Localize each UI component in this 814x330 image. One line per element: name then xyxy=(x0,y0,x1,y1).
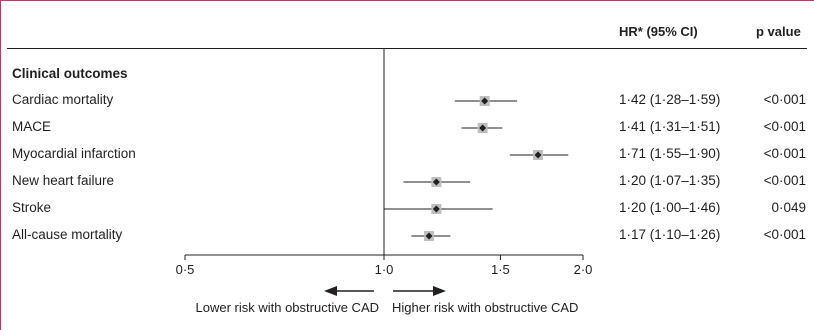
higher-risk-label: Higher risk with obstructive CAD xyxy=(392,300,579,315)
p-value-stroke: 0·049 xyxy=(771,200,806,215)
section-title: Clinical outcomes xyxy=(12,66,128,81)
hr-value-new-heart-failure: 1·20 (1·07–1·35) xyxy=(619,173,721,188)
header-rule xyxy=(7,48,807,49)
frame-top-border xyxy=(0,0,814,1)
row-label-mace: MACE xyxy=(12,119,52,134)
hr-point-0 xyxy=(481,97,489,105)
row-label-cardiac-mortality: Cardiac mortality xyxy=(12,92,114,107)
hr-point-4 xyxy=(432,205,440,213)
lower-risk-label: Lower risk with obstructive CAD xyxy=(195,300,380,315)
hr-value-all-cause-mortality: 1·17 (1·10–1·26) xyxy=(619,227,721,242)
x-tick-label-1: 1·0 xyxy=(375,262,394,277)
hr-value-cardiac-mortality: 1·42 (1·28–1·59) xyxy=(619,92,721,107)
p-value-mace: <0·001 xyxy=(763,119,806,134)
p-value-column-header: p value xyxy=(756,24,801,39)
hr-column-header: HR* (95% CI) xyxy=(619,24,698,39)
p-value-myocardial-infarction: <0·001 xyxy=(763,146,806,161)
p-value-cardiac-mortality: <0·001 xyxy=(763,92,806,107)
higher-risk-arrow-head xyxy=(433,286,446,296)
row-label-stroke: Stroke xyxy=(12,200,52,215)
x-tick-label-2: 1·5 xyxy=(491,262,510,277)
hr-value-myocardial-infarction: 1·71 (1·55–1·90) xyxy=(619,146,721,161)
p-value-all-cause-mortality: <0·001 xyxy=(763,227,806,242)
p-value-new-heart-failure: <0·001 xyxy=(763,173,806,188)
x-tick-label-3: 2·0 xyxy=(574,262,593,277)
x-tick-label-0: 0·5 xyxy=(176,262,195,277)
hr-value-mace: 1·41 (1·31–1·51) xyxy=(619,119,721,134)
hr-point-2 xyxy=(534,151,542,159)
hr-point-1 xyxy=(479,124,487,132)
row-label-myocardial-infarction: Myocardial infarction xyxy=(12,146,136,161)
hr-point-3 xyxy=(432,178,440,186)
hr-value-stroke: 1·20 (1·00–1·46) xyxy=(619,200,721,215)
lower-risk-arrow-head xyxy=(324,286,337,296)
frame-left-border xyxy=(0,0,1,330)
hr-point-5 xyxy=(425,232,433,240)
row-label-all-cause-mortality: All-cause mortality xyxy=(12,227,123,242)
row-label-new-heart-failure: New heart failure xyxy=(12,173,115,188)
